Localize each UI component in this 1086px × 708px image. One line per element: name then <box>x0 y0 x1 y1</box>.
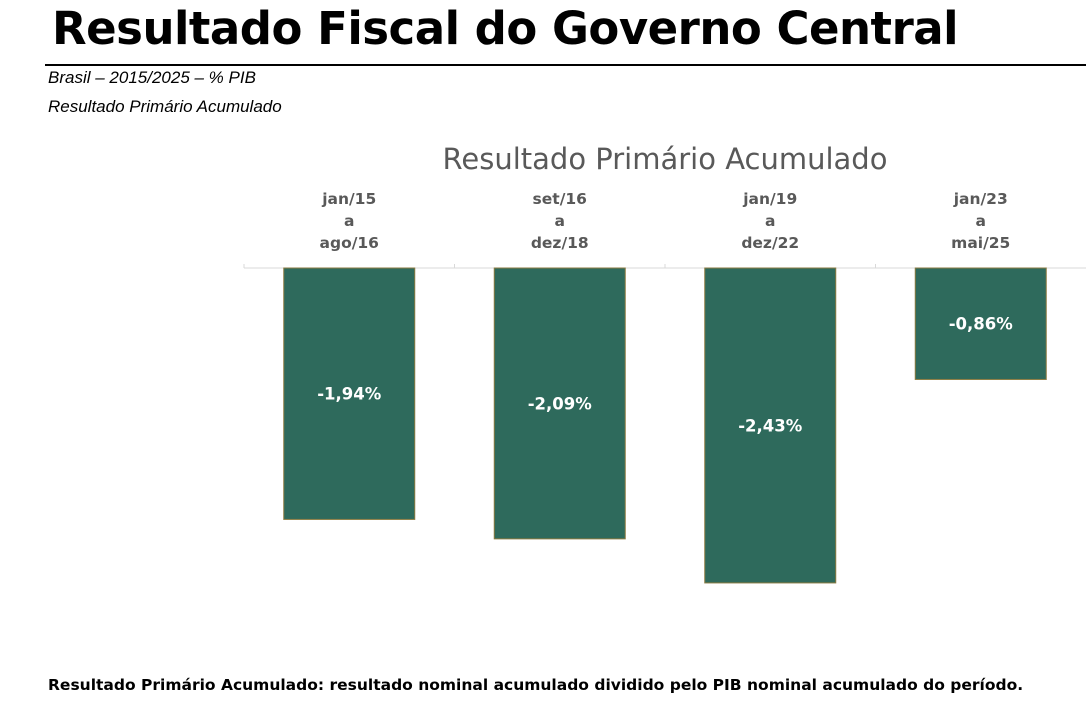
category-label: dez/18 <box>531 234 589 252</box>
category-label: jan/15 <box>321 190 376 208</box>
category-label: a <box>344 212 354 230</box>
category-label: a <box>555 212 565 230</box>
category-label: a <box>765 212 775 230</box>
data-label: -0,86% <box>949 315 1014 334</box>
category-label: mai/25 <box>951 234 1010 252</box>
category-label: ago/16 <box>320 234 379 252</box>
data-label: -2,43% <box>738 416 803 435</box>
footnote: Resultado Primário Acumulado: resultado … <box>48 676 1023 694</box>
category-label: set/16 <box>533 190 587 208</box>
data-label: -2,09% <box>528 394 593 413</box>
category-label: a <box>976 212 986 230</box>
category-label: jan/19 <box>742 190 797 208</box>
category-label: jan/23 <box>953 190 1008 208</box>
data-label: -1,94% <box>317 385 382 404</box>
bar-chart: jan/15 a ago/16 -1,94% set/16 a dez/18 -2,09% ja… <box>0 0 1086 708</box>
category-label: dez/22 <box>741 234 799 252</box>
